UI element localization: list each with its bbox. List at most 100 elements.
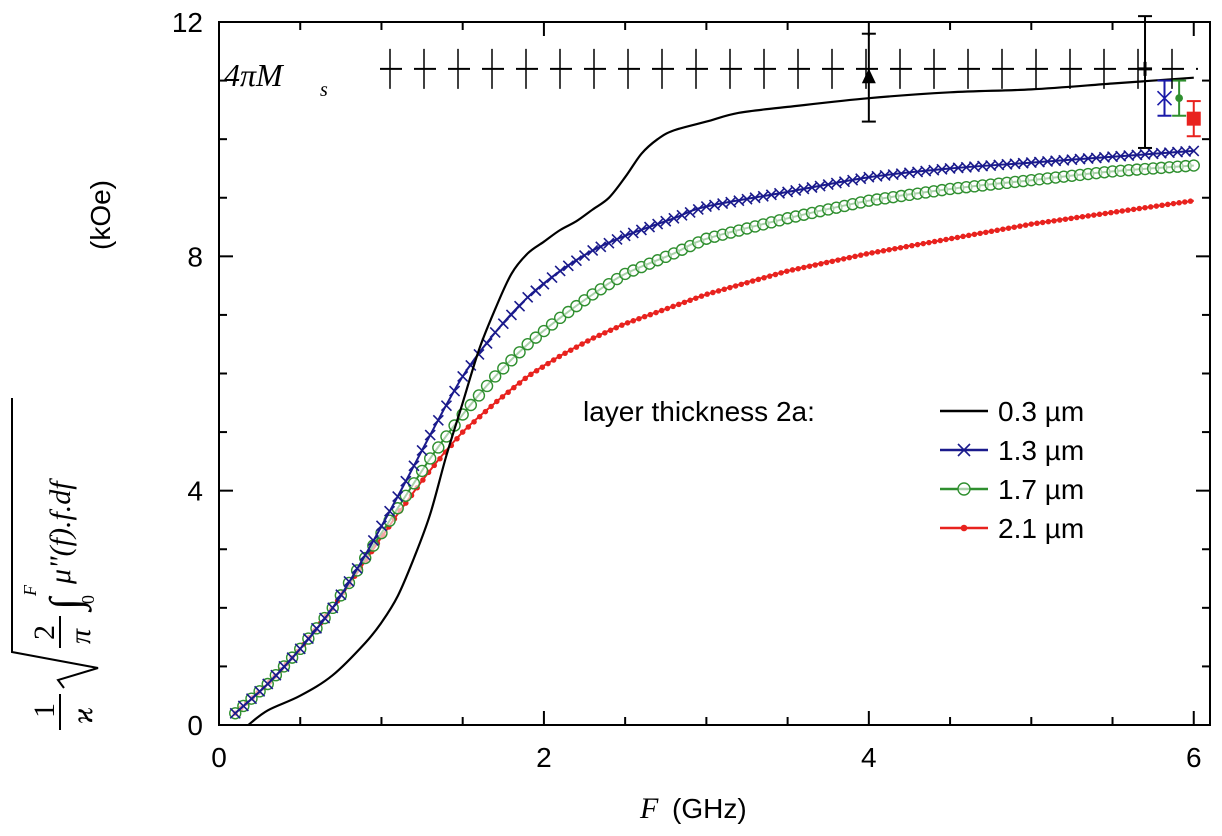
- series-marker-1-stroke: [513, 300, 526, 312]
- legend-label: 1.3 µm: [998, 435, 1084, 466]
- series-marker-1-stroke: [1139, 148, 1151, 160]
- series-marker-1-stroke: [985, 159, 997, 172]
- series-marker-1-stroke: [668, 212, 680, 224]
- series-marker-1-stroke: [855, 173, 867, 185]
- series-marker-1-stroke: [757, 190, 769, 202]
- series-marker-1: [327, 602, 339, 614]
- series-marker-1: [578, 250, 591, 262]
- series-marker-1-stroke: [847, 174, 859, 186]
- series-marker-3: [721, 286, 727, 293]
- series-marker-1-stroke: [310, 622, 323, 634]
- series-marker-1-stroke: [1147, 148, 1159, 160]
- series-marker-3: [579, 341, 585, 347]
- series-marker-1: [392, 490, 404, 503]
- series-marker-3: [778, 270, 784, 276]
- legend-marker: [957, 482, 971, 496]
- series-marker-2: [505, 354, 518, 367]
- series-marker-3: [471, 419, 477, 425]
- series-marker-2: [399, 489, 413, 502]
- series-marker-1: [513, 300, 526, 312]
- series-marker-3: [772, 271, 779, 278]
- series-marker-1-stroke: [278, 660, 290, 672]
- y-tick-label: 4: [187, 476, 203, 507]
- series-marker-1: [286, 652, 298, 664]
- series-marker-1: [310, 622, 323, 634]
- series-marker-1: [1188, 145, 1200, 157]
- series-marker-1-stroke: [384, 505, 396, 517]
- series-marker-1-stroke: [708, 199, 721, 211]
- series-marker-3: [1096, 211, 1103, 218]
- error-marker: [1156, 90, 1173, 106]
- series-marker-3: [494, 398, 500, 405]
- series-marker-2: [497, 362, 510, 375]
- series-marker-3: [1074, 214, 1080, 221]
- series-marker-3: [1142, 204, 1148, 211]
- legend-label: 1.7 µm: [998, 474, 1084, 505]
- series-marker-3: [766, 273, 773, 279]
- series-marker-1-stroke: [1017, 157, 1029, 169]
- series-marker-3: [573, 344, 580, 350]
- series-marker-1-stroke: [895, 168, 907, 180]
- series-marker-1-stroke: [798, 183, 810, 195]
- series-marker-3: [948, 235, 955, 242]
- series-marker-3: [920, 240, 927, 247]
- series-marker-3: [931, 238, 938, 245]
- series-marker-2: [423, 452, 437, 465]
- series-marker-3: [943, 236, 949, 243]
- legend-marker: [960, 524, 968, 532]
- series-marker-1: [319, 612, 331, 624]
- series-marker-3: [704, 291, 710, 297]
- series-marker-1-stroke: [692, 203, 704, 216]
- series-marker-3: [857, 252, 864, 258]
- x-tick-label: 2: [536, 742, 552, 773]
- series-marker-3: [613, 324, 619, 331]
- series-marker-3: [1125, 207, 1131, 213]
- series-marker-2: [545, 318, 559, 331]
- series-marker-1: [530, 285, 542, 297]
- series-marker-1-stroke: [367, 534, 379, 547]
- series-marker-3: [522, 375, 528, 382]
- series-marker-3: [897, 244, 904, 251]
- series-marker-2: [537, 324, 551, 338]
- series-marker-1-stroke: [1001, 158, 1013, 170]
- series-marker-3: [420, 477, 426, 483]
- series-marker-3: [1056, 217, 1063, 223]
- series-marker-3: [823, 259, 830, 266]
- series-marker-3: [732, 283, 739, 289]
- reference-line-4piMs: [380, 48, 1198, 89]
- series-marker-1-stroke: [1131, 149, 1143, 161]
- series-marker-1-stroke: [570, 255, 582, 267]
- series-marker-1: [278, 660, 290, 672]
- series-marker-1: [367, 534, 379, 547]
- series-marker-3: [926, 239, 932, 246]
- plot-area: [229, 15, 1201, 726]
- series-marker-1-stroke: [912, 166, 924, 178]
- series-marker-3: [960, 233, 966, 240]
- series-marker-3: [749, 278, 756, 284]
- series-marker-3: [1170, 200, 1177, 207]
- series-marker-1-stroke: [741, 193, 753, 205]
- series-marker-1-stroke: [1050, 155, 1062, 167]
- series-marker-1-stroke: [643, 221, 656, 233]
- series-marker-1-stroke: [1171, 146, 1184, 158]
- series-marker-1: [595, 241, 607, 253]
- series-marker-3: [454, 435, 460, 442]
- series-marker-1-stroke: [660, 215, 672, 227]
- series-marker-3: [795, 265, 801, 272]
- legend-entry-2: 1.7 µm: [940, 474, 1084, 505]
- series-marker-3: [1165, 201, 1171, 208]
- legend-title: layer thickness 2a:: [583, 396, 815, 427]
- y-formula-integral-icon: ∫: [41, 595, 92, 613]
- series-marker-1: [489, 326, 501, 339]
- series-marker-1-stroke: [733, 195, 745, 207]
- series-marker-3: [488, 403, 494, 410]
- series-marker-3: [1130, 206, 1137, 213]
- series-marker-1-stroke: [920, 165, 932, 177]
- series-marker-1: [432, 414, 444, 426]
- series-marker-3: [630, 318, 637, 324]
- series-marker-1: [440, 400, 453, 412]
- series-marker-1: [351, 562, 363, 574]
- y-axis-title: (kOe) 1 ϰ 2 π ∫ F 0 μ"(f).f.df: [11, 180, 116, 730]
- series-marker-3: [994, 227, 1000, 234]
- reference-label: 4πM s: [224, 57, 328, 101]
